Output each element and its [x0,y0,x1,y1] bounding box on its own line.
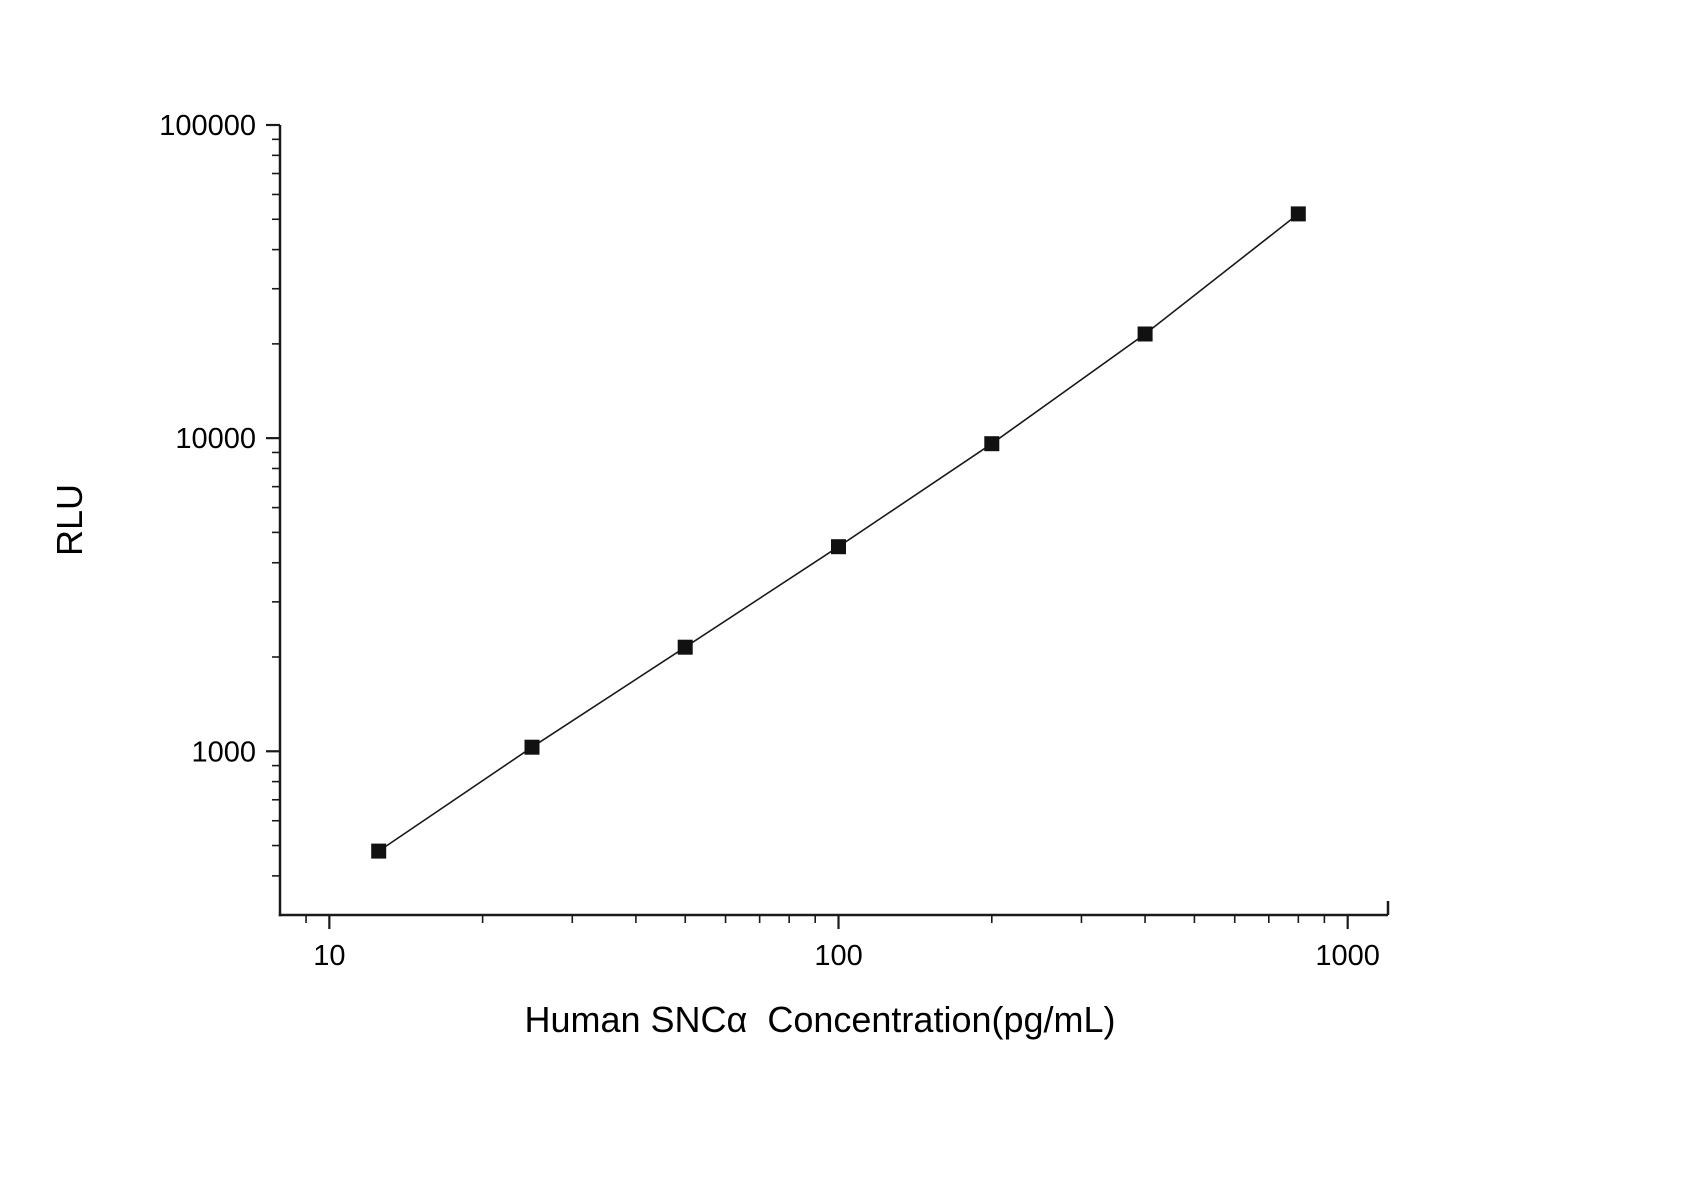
x-tick-label: 1000 [1315,940,1380,972]
y-tick-label: 1000 [191,736,256,768]
series-line [378,213,1299,852]
x-tick-label: 10 [313,940,345,972]
data-point-marker [831,539,846,555]
x-axis-label: Human SNCα Concentration(pg/mL) [524,999,1115,1040]
axes [266,123,1390,929]
data-point-marker [1137,326,1153,342]
y-tick-label: 100000 [159,110,256,142]
data-series [371,206,1306,859]
data-point-marker [371,843,387,859]
y-axis-label: RLU [49,484,90,556]
data-point-marker [984,436,1000,452]
y-tick-label: 10000 [175,423,256,455]
x-tick-label: 100 [814,940,862,972]
data-point-marker [1290,206,1306,222]
data-point-marker [524,739,540,755]
data-point-marker [677,639,693,655]
tick-labels: 10 100 1000 1000 10000 100000 [159,110,1380,972]
